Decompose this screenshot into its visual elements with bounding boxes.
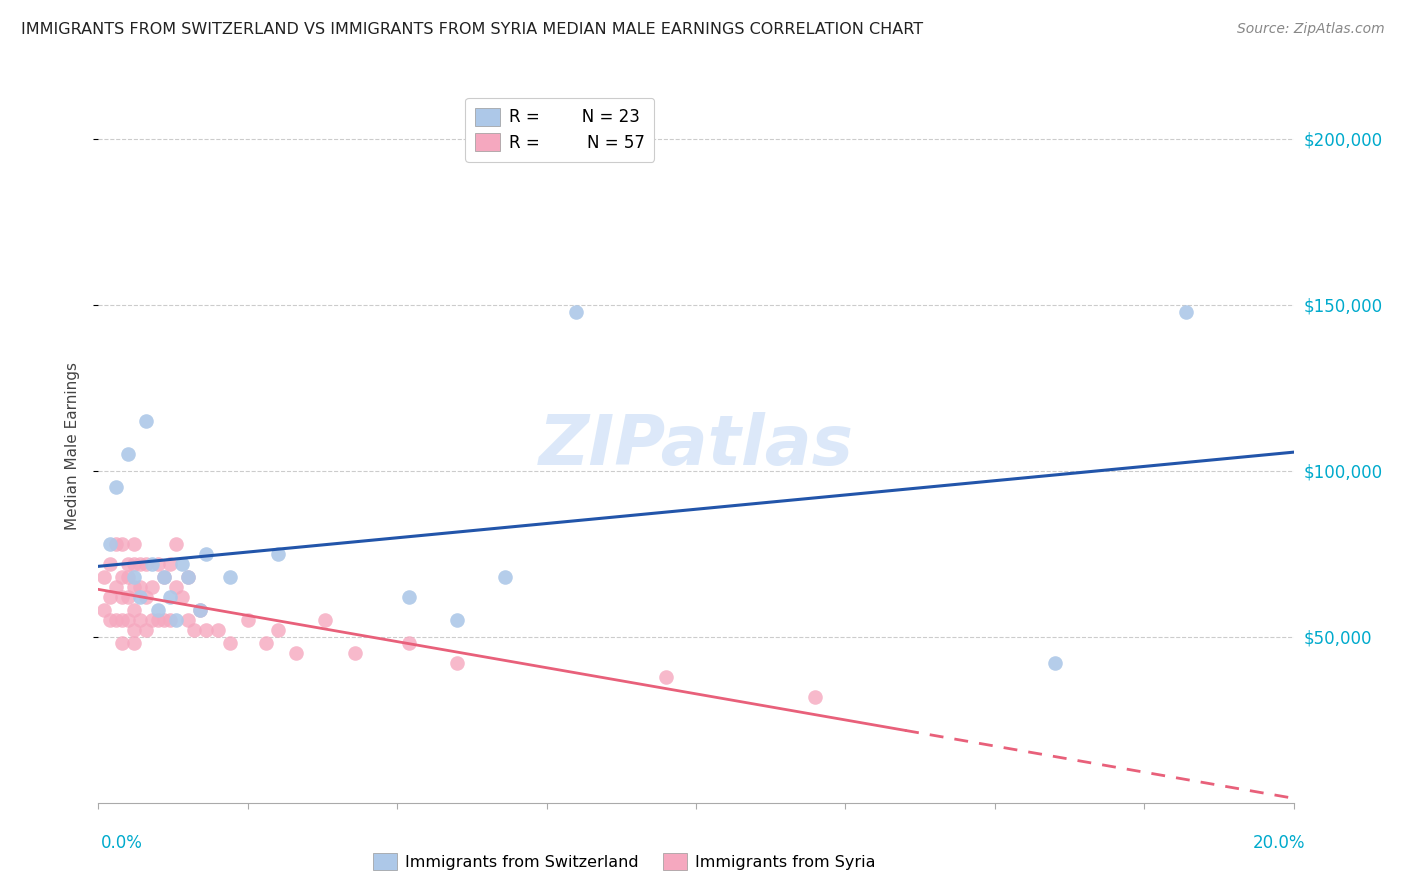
Point [100, 537, 122, 551]
Point [195, 624, 218, 638]
Point [111, 590, 134, 604]
Point [804, 690, 827, 704]
Point [159, 557, 181, 571]
Point [105, 580, 128, 594]
Point [141, 557, 163, 571]
Point [148, 613, 170, 627]
Point [267, 547, 290, 561]
Point [124, 557, 146, 571]
Y-axis label: Median Male Earnings: Median Male Earnings [65, 362, 80, 530]
Point [165, 537, 187, 551]
Point [188, 603, 211, 617]
Point [117, 557, 139, 571]
Point [124, 636, 146, 650]
Text: -0.264: -0.264 [537, 135, 596, 153]
Point [124, 580, 146, 594]
Point [117, 570, 139, 584]
Point [124, 624, 146, 638]
Point [124, 603, 146, 617]
Point [129, 557, 152, 571]
Point [129, 580, 152, 594]
Point [655, 670, 678, 684]
Point [93, 570, 115, 584]
Text: 0.0%: 0.0% [101, 834, 143, 852]
Point [195, 547, 218, 561]
Point [105, 537, 128, 551]
Point [1175, 304, 1198, 318]
Point [148, 557, 170, 571]
Point [117, 613, 139, 627]
Point [344, 647, 367, 661]
Text: 0.305: 0.305 [537, 109, 589, 127]
Point [1043, 657, 1066, 671]
Point [284, 647, 307, 661]
Text: Source: ZipAtlas.com: Source: ZipAtlas.com [1237, 22, 1385, 37]
Point [129, 613, 152, 627]
Point [219, 636, 242, 650]
Point [236, 613, 259, 627]
Point [188, 603, 211, 617]
Text: 20.0%: 20.0% [1253, 834, 1305, 852]
Point [398, 590, 420, 604]
Point [153, 570, 176, 584]
Point [135, 557, 157, 571]
Point [135, 414, 157, 428]
Point [100, 590, 122, 604]
Point [565, 304, 588, 318]
Point [111, 570, 134, 584]
Point [141, 613, 163, 627]
Point [153, 613, 176, 627]
Point [117, 590, 139, 604]
Point [148, 603, 170, 617]
Point [117, 447, 139, 461]
Point [129, 590, 152, 604]
Point [124, 537, 146, 551]
Point [105, 481, 128, 495]
Point [315, 613, 337, 627]
Point [135, 590, 157, 604]
Point [446, 657, 468, 671]
Point [165, 580, 187, 594]
Point [135, 624, 157, 638]
Point [105, 613, 128, 627]
Point [93, 603, 115, 617]
Point [254, 636, 277, 650]
Point [398, 636, 420, 650]
Point [494, 570, 516, 584]
Point [111, 613, 134, 627]
Point [111, 537, 134, 551]
Point [159, 590, 181, 604]
Point [177, 613, 200, 627]
Point [124, 570, 146, 584]
Point [100, 613, 122, 627]
Point [159, 613, 181, 627]
Point [267, 624, 290, 638]
Point [111, 636, 134, 650]
Text: IMMIGRANTS FROM SWITZERLAND VS IMMIGRANTS FROM SYRIA MEDIAN MALE EARNINGS CORREL: IMMIGRANTS FROM SWITZERLAND VS IMMIGRANT… [21, 22, 924, 37]
Point [172, 557, 194, 571]
Point [100, 557, 122, 571]
Text: ZIPatlas: ZIPatlas [538, 412, 853, 480]
Point [153, 570, 176, 584]
Point [183, 624, 205, 638]
Point [177, 570, 200, 584]
Point [165, 613, 187, 627]
Point [172, 590, 194, 604]
Point [446, 613, 468, 627]
Point [141, 580, 163, 594]
Point [177, 570, 200, 584]
Legend: Immigrants from Switzerland, Immigrants from Syria: Immigrants from Switzerland, Immigrants … [367, 847, 882, 877]
Point [207, 624, 229, 638]
Point [219, 570, 242, 584]
